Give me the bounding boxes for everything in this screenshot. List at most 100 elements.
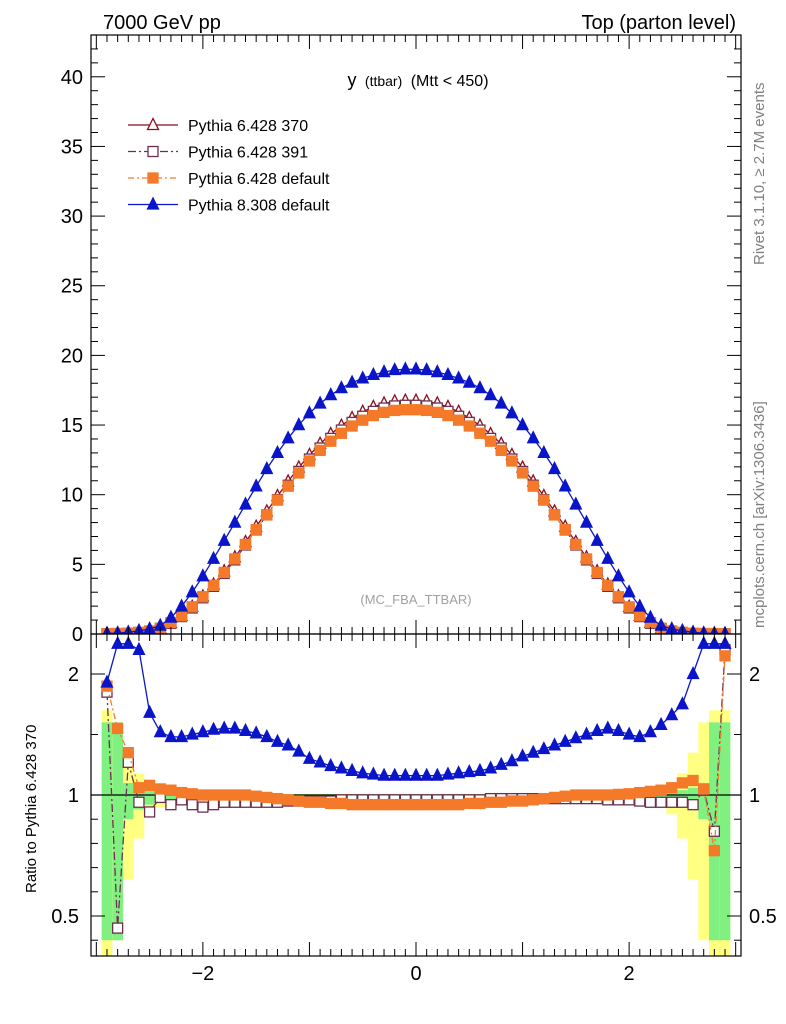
data-point bbox=[547, 460, 562, 475]
ratio-point bbox=[153, 724, 167, 738]
data-point bbox=[409, 361, 423, 375]
y-tick-label: 25 bbox=[61, 276, 83, 298]
data-point bbox=[494, 395, 508, 409]
ratio-point bbox=[132, 641, 146, 655]
data-point bbox=[229, 553, 241, 565]
ratio-point bbox=[377, 767, 391, 781]
ratio-point bbox=[655, 796, 667, 808]
ratio-point bbox=[239, 789, 252, 801]
data-point bbox=[261, 509, 273, 521]
ratio-point bbox=[325, 797, 337, 810]
ratio-point bbox=[580, 789, 593, 801]
data-point bbox=[314, 444, 326, 457]
legend-label: Pythia 8.308 default bbox=[188, 198, 330, 215]
ratio-point bbox=[527, 794, 539, 806]
data-point bbox=[526, 430, 540, 444]
y-tick-label: 20 bbox=[61, 345, 83, 367]
ratio-point bbox=[197, 801, 209, 813]
ratio-axis-label: Ratio to Pythia 6.428 370 bbox=[23, 725, 40, 893]
data-point bbox=[506, 455, 518, 467]
ratio-point bbox=[654, 716, 668, 730]
data-point bbox=[633, 598, 647, 612]
ratio-point bbox=[282, 794, 294, 806]
data-point bbox=[378, 406, 390, 419]
ratio-point bbox=[133, 796, 145, 808]
ratio-point bbox=[206, 721, 221, 735]
ratio-point bbox=[410, 799, 422, 811]
ratio-point bbox=[591, 789, 603, 801]
data-point bbox=[357, 414, 369, 426]
uncertainty-band-yellow bbox=[698, 722, 710, 941]
data-point bbox=[281, 430, 295, 444]
y-tick-label: 35 bbox=[61, 136, 83, 158]
uncertainty-band-green bbox=[112, 722, 123, 941]
y-tick-label: 10 bbox=[61, 485, 83, 507]
data-point bbox=[410, 404, 422, 416]
data-point bbox=[302, 405, 316, 419]
ratio-point bbox=[611, 722, 626, 737]
uncertainty-band-green bbox=[655, 791, 667, 802]
ratio-line bbox=[106, 655, 726, 851]
ratio-point bbox=[516, 795, 529, 807]
data-point bbox=[238, 496, 253, 510]
ratio-point bbox=[197, 789, 209, 801]
data-point bbox=[398, 361, 412, 375]
data-point bbox=[271, 494, 284, 506]
data-point bbox=[590, 532, 604, 546]
ratio-point bbox=[644, 785, 657, 798]
data-point bbox=[325, 435, 337, 447]
ratio-point bbox=[516, 748, 530, 762]
data-point bbox=[622, 584, 636, 598]
data-point bbox=[634, 610, 646, 622]
ratio-point bbox=[559, 790, 571, 802]
ratio-point bbox=[260, 728, 274, 743]
ratio-point bbox=[398, 767, 412, 781]
data-point bbox=[303, 455, 316, 467]
ratio-point bbox=[570, 789, 582, 801]
ratio-point bbox=[389, 799, 401, 811]
ratio-plot-panel: 0.5 0.5 1 1 2 2 −2 0 2 Ratio to Pythia 6.428 37… bbox=[23, 633, 777, 985]
ratio-point bbox=[622, 726, 636, 740]
ratio-point bbox=[548, 791, 561, 804]
legend-marker bbox=[146, 196, 160, 210]
ratio-point bbox=[687, 799, 699, 811]
data-point bbox=[377, 364, 391, 378]
data-point bbox=[442, 409, 454, 422]
ratio-point bbox=[165, 784, 177, 796]
y-tick-label: 15 bbox=[61, 415, 83, 437]
data-point bbox=[516, 417, 530, 431]
data-point bbox=[388, 362, 402, 376]
ratio-point bbox=[345, 762, 359, 776]
plot-title-sub: (ttbar) bbox=[365, 73, 402, 89]
ratio-y-tick-label: 2 bbox=[68, 664, 79, 686]
data-point bbox=[197, 591, 209, 603]
data-point bbox=[292, 417, 306, 431]
ratio-point bbox=[473, 762, 487, 776]
ratio-point bbox=[655, 784, 667, 796]
ratio-point bbox=[537, 741, 551, 755]
data-point bbox=[217, 532, 231, 546]
ratio-point bbox=[569, 730, 583, 744]
data-point bbox=[579, 514, 594, 528]
legend-label: Pythia 6.428 370 bbox=[188, 118, 308, 135]
ratio-point bbox=[111, 635, 125, 649]
x-tick-label: 2 bbox=[624, 963, 635, 985]
ratio-point bbox=[708, 845, 721, 857]
data-point bbox=[335, 427, 348, 439]
data-point bbox=[612, 591, 625, 603]
ratio-point bbox=[185, 726, 199, 740]
ratio-point bbox=[666, 796, 678, 808]
ratio-point bbox=[633, 728, 647, 743]
ratio-point bbox=[356, 765, 370, 779]
ratio-point bbox=[665, 707, 679, 721]
ratio-point bbox=[207, 789, 220, 801]
ratio-point bbox=[261, 791, 273, 804]
x-tick-label: −2 bbox=[191, 963, 214, 985]
legend-marker bbox=[147, 145, 159, 158]
data-point bbox=[558, 478, 572, 492]
ratio-point bbox=[378, 799, 390, 811]
ratio-point bbox=[165, 799, 177, 811]
ratio-point bbox=[238, 722, 253, 737]
data-point bbox=[186, 601, 198, 613]
plot-title: y (ttbar) (Mtt < 450) bbox=[347, 70, 488, 90]
